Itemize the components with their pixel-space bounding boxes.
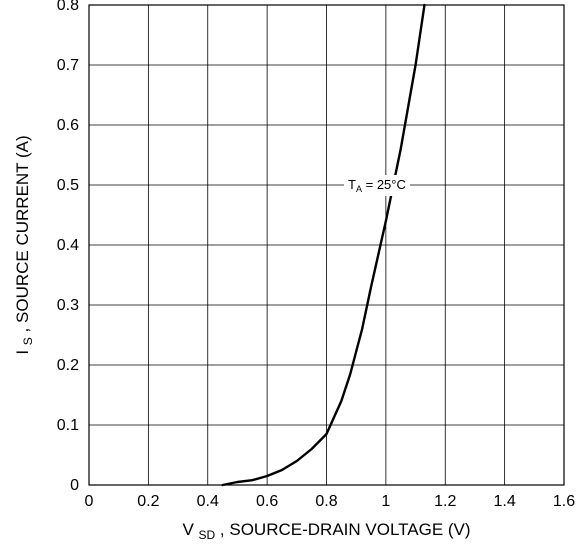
x-tick-label: 0 xyxy=(85,493,94,510)
x-axis-title: V SD , SOURCE-DRAIN VOLTAGE (V) xyxy=(182,520,470,543)
temperature-annotation-background xyxy=(344,175,410,196)
y-tick-label: 0.3 xyxy=(57,297,79,314)
x-tick-label: 0.4 xyxy=(197,493,219,510)
temperature-annotation: TA = 25°C xyxy=(348,177,406,194)
annotation-group: TA = 25°C xyxy=(344,175,410,196)
y-axis-title-sub: S xyxy=(21,337,35,345)
x-tick-label: 1.2 xyxy=(434,493,456,510)
annotation-rest: = 25°C xyxy=(362,177,406,192)
annotation-main: T xyxy=(348,177,356,192)
y-axis-title-rest: , SOURCE CURRENT (A) xyxy=(13,135,32,332)
x-tick-label: 1 xyxy=(381,493,390,510)
x-axis-title-rest: , SOURCE-DRAIN VOLTAGE (V) xyxy=(220,520,471,539)
x-tick-label: 0.8 xyxy=(315,493,337,510)
x-tick-label: 1.6 xyxy=(553,493,575,510)
x-axis-title-main: V xyxy=(182,520,194,539)
y-tick-label: 0.8 xyxy=(57,0,79,14)
y-tick-label: 0.4 xyxy=(57,237,79,254)
y-tick-label: 0.7 xyxy=(57,57,79,74)
tick-labels: 0 0.2 0.4 0.6 0.8 1 1.2 1.4 1.6 0 0.1 0.2 0.3 0.4 0.5 0… xyxy=(57,0,575,510)
y-tick-label: 0.1 xyxy=(57,417,79,434)
x-tick-label: 0.2 xyxy=(137,493,159,510)
y-axis-title: I S , SOURCE CURRENT (A) xyxy=(13,135,36,354)
y-axis-title-main: I xyxy=(13,350,32,355)
x-tick-label: 0.6 xyxy=(256,493,278,510)
y-tick-label: 0.5 xyxy=(57,177,79,194)
plot-frame xyxy=(88,4,565,486)
y-tick-label: 0.2 xyxy=(57,357,79,374)
x-axis-title-sub: SD xyxy=(199,528,216,542)
y-tick-label: 0 xyxy=(70,477,79,494)
x-tick-label: 1.4 xyxy=(494,493,516,510)
y-tick-label: 0.6 xyxy=(57,117,79,134)
annotation-sub: A xyxy=(356,184,362,194)
